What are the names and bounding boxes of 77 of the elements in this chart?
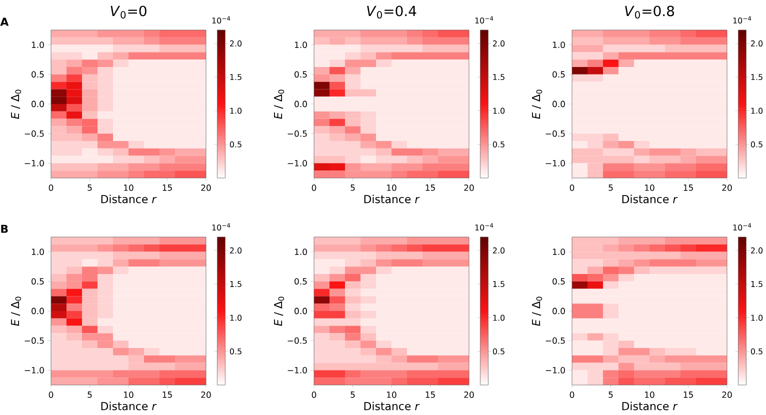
y-tick-label: 1.0 — [294, 42, 307, 48]
y-tick-label: −0.5 — [288, 130, 307, 137]
x-axis-title: Distance r — [622, 402, 678, 410]
x-tick-label: 0 — [312, 184, 316, 191]
x-tick-label: 10 — [387, 392, 396, 398]
y-tick-label: 0.0 — [552, 100, 565, 108]
y-tick-label: −0.5 — [546, 130, 565, 137]
x-axis-title: Distance r — [364, 194, 420, 204]
x-tick-label: 20 — [201, 392, 211, 398]
text: A — [0, 18, 9, 26]
y-tick-label: 0.0 — [32, 100, 44, 108]
y-tick-label: 0.5 — [552, 71, 565, 78]
x-tick-label: 5 — [88, 184, 92, 191]
y-tick-label: 0.0 — [294, 100, 307, 108]
y-axis-title: E / Δ$_{0}$ — [11, 90, 22, 119]
y-tick-label: 1.0 — [552, 42, 565, 48]
y-tick-label: −0.5 — [24, 337, 44, 344]
x-tick-label: 5 — [350, 392, 355, 398]
x-tick-label: 10 — [645, 392, 654, 398]
y-tick-label: 0.5 — [552, 278, 565, 285]
y-axis-title: E / Δ$_{0}$ — [274, 296, 284, 326]
y-tick-label: 0.5 — [32, 71, 44, 78]
y-tick-label: 1.0 — [32, 248, 44, 256]
x-axis-title: Distance r — [101, 402, 157, 410]
x-tick-label: 15 — [426, 392, 435, 398]
x-tick-label: 5 — [88, 392, 92, 398]
x-tick-label: 15 — [684, 392, 693, 398]
x-tick-label: 15 — [162, 392, 172, 398]
x-tick-label: 10 — [387, 184, 396, 191]
x-tick-label: 20 — [722, 184, 732, 191]
x-axis-title: Distance r — [364, 402, 420, 410]
y-tick-label: 1.0 — [32, 42, 44, 48]
x-tick-label: 10 — [124, 184, 134, 191]
y-tick-label: −1.0 — [24, 160, 44, 166]
x-tick-label: 0 — [570, 392, 574, 398]
y-axis-title: E / Δ$_{0}$ — [532, 296, 542, 326]
x-tick-label: 5 — [608, 184, 613, 191]
x-tick-label: 20 — [201, 184, 211, 191]
y-axis-title: E / Δ$_{0}$ — [532, 90, 542, 119]
x-tick-label: 20 — [722, 392, 732, 398]
x-tick-label: 0 — [312, 392, 316, 398]
y-tick-label: 0.5 — [294, 71, 307, 78]
x-tick-label: 10 — [645, 184, 654, 191]
chart-title: V$_{0}$=0 — [110, 6, 146, 19]
x-axis-title: Distance r — [622, 194, 678, 204]
x-tick-label: 20 — [464, 392, 474, 398]
text: B — [1, 224, 8, 233]
y-tick-label: −1.0 — [546, 367, 565, 374]
x-tick-label: 5 — [350, 184, 355, 191]
y-tick-label: −0.5 — [546, 337, 565, 344]
y-tick-label: −1.0 — [546, 160, 565, 166]
chart-title: V$_{0}$=0.4 — [367, 6, 416, 19]
y-tick-label: 0.0 — [32, 308, 44, 314]
y-tick-label: 0.0 — [552, 308, 565, 314]
chart-title: V$_{0}$=0.8 — [625, 6, 674, 19]
y-tick-label: −1.0 — [288, 367, 307, 374]
x-tick-label: 0 — [48, 392, 54, 398]
x-tick-label: 0 — [48, 184, 54, 191]
x-tick-label: 15 — [684, 184, 693, 191]
x-tick-label: 15 — [426, 184, 435, 191]
y-tick-label: −1.0 — [288, 160, 307, 166]
y-tick-label: 1.0 — [552, 248, 565, 256]
y-axis-title: E / Δ$_{0}$ — [11, 296, 22, 326]
x-tick-label: 10 — [124, 392, 134, 398]
y-tick-label: −1.0 — [24, 367, 44, 374]
y-tick-label: 0.0 — [294, 308, 307, 314]
x-tick-label: 0 — [570, 184, 574, 191]
y-tick-label: −0.5 — [24, 130, 44, 137]
x-tick-label: 20 — [464, 184, 474, 191]
y-tick-label: −0.5 — [288, 337, 307, 344]
x-tick-label: 15 — [162, 184, 172, 191]
x-tick-label: 5 — [608, 392, 613, 398]
y-tick-label: 0.5 — [294, 278, 307, 285]
y-tick-label: 1.0 — [294, 248, 307, 256]
y-axis-title: E / Δ$_{0}$ — [274, 90, 284, 119]
x-axis-title: Distance r — [101, 194, 157, 204]
y-tick-label: 0.5 — [32, 278, 44, 285]
